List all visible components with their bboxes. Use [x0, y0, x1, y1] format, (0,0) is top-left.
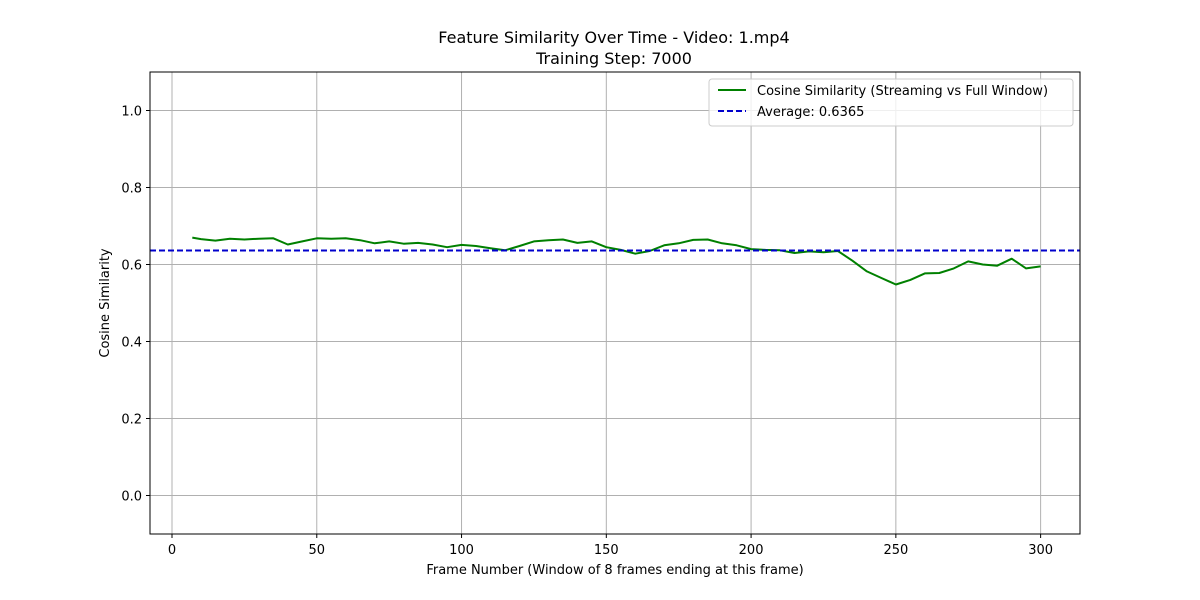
legend-label-similarity: Cosine Similarity (Streaming vs Full Win… — [757, 84, 1048, 99]
similarity-line — [192, 236, 1041, 286]
y-tick-label: 0.2 — [121, 413, 142, 428]
y-tick-label: 1.0 — [121, 105, 142, 120]
x-tick-label: 100 — [449, 543, 474, 558]
legend-box — [708, 78, 1074, 127]
x-tick-label: 250 — [883, 543, 908, 558]
x-tick-label: 150 — [594, 543, 619, 558]
legend: Cosine Similarity (Streaming vs Full Win… — [708, 78, 1074, 127]
x-tick-label: 200 — [739, 543, 764, 558]
y-tick-label: 0.0 — [121, 490, 142, 505]
y-axis-label: Cosine Similarity — [98, 248, 113, 358]
plot-area — [150, 236, 1080, 286]
chart-title: Feature Similarity Over Time - Video: 1.… — [438, 28, 789, 47]
axis-ticks: 0 50 100 150 200 250 300 0.0 0.2 0.4 0.6 0.8 1.0 — [121, 105, 1053, 559]
x-axis-label: Frame Number (Window of 8 frames ending … — [426, 563, 803, 578]
y-tick-label: 0.8 — [121, 182, 142, 197]
grid — [150, 72, 1080, 534]
y-tick-label: 0.4 — [121, 336, 142, 351]
x-tick-label: 300 — [1028, 543, 1053, 558]
chart-subtitle: Training Step: 7000 — [535, 49, 692, 68]
x-tick-label: 0 — [168, 543, 176, 558]
legend-label-average: Average: 0.6365 — [757, 105, 864, 120]
axes-frame — [149, 71, 1081, 535]
x-tick-label: 50 — [309, 543, 326, 558]
y-tick-label: 0.6 — [121, 259, 142, 274]
